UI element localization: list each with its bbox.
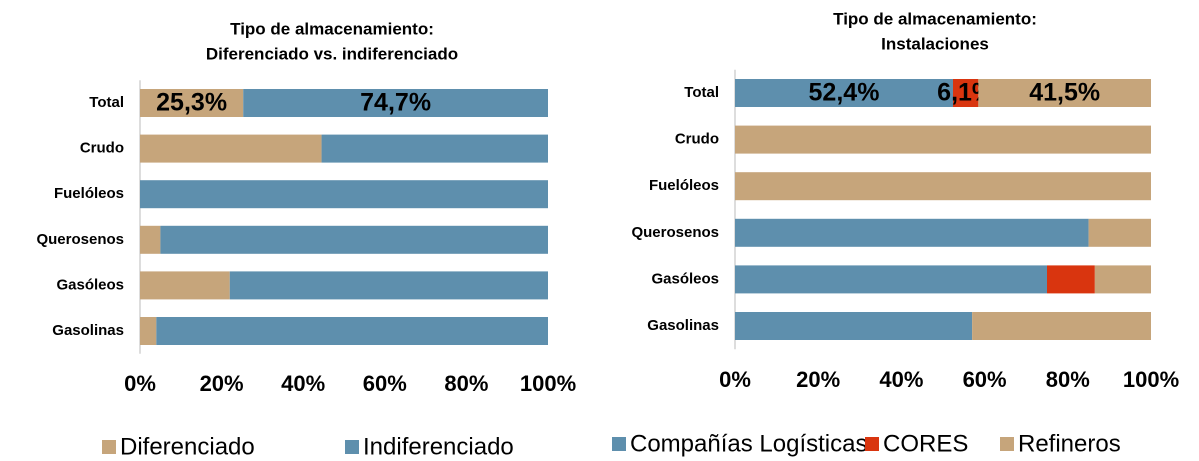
chart-title: Instalaciones [881, 34, 989, 53]
x-tick-label: 100% [1123, 367, 1179, 392]
bar-segment [735, 172, 1151, 201]
y-tick-label: Gasolinas [52, 322, 124, 339]
bar-segment [1094, 265, 1151, 294]
bar-segment [978, 79, 1151, 107]
data-label: 41,5% [1029, 79, 1100, 107]
x-tick-label: 40% [281, 371, 325, 396]
bar-segment [1088, 218, 1151, 247]
bar-segment [140, 134, 322, 163]
x-tick-label: 80% [444, 371, 488, 396]
bar-segment [1047, 265, 1095, 294]
x-tick-label: 40% [879, 367, 923, 392]
y-tick-label: Crudo [80, 140, 124, 157]
y-tick-label: Querosenos [631, 224, 719, 241]
x-tick-label: 100% [520, 371, 576, 396]
bar-segment [735, 265, 1047, 294]
y-tick-label: Fuelóleos [54, 185, 124, 202]
data-label: 74,7% [360, 89, 431, 117]
data-label: 25,3% [156, 89, 227, 117]
y-tick-label: Fuelóleos [649, 177, 719, 194]
legend-swatch [1000, 437, 1014, 451]
chart-title: Tipo de almacenamiento: [833, 9, 1037, 28]
bar-segment [140, 271, 230, 300]
y-tick-label: Gasóleos [651, 270, 719, 287]
bar-segment [156, 317, 548, 345]
x-tick-label: 20% [200, 371, 244, 396]
legend-swatch [612, 437, 626, 451]
bar-segment [952, 79, 979, 107]
bar-segment [140, 317, 157, 345]
bar-segment [140, 180, 548, 209]
y-tick-label: Gasóleos [56, 276, 124, 293]
chart-title: Tipo de almacenamiento: [230, 19, 434, 38]
chart-title: Diferenciado vs. indiferenciado [206, 44, 458, 63]
bar-segment [140, 225, 161, 254]
x-tick-label: 0% [124, 371, 156, 396]
legend-label: Refineros [1018, 430, 1121, 457]
legend-label: Compañías Logísticas [630, 430, 867, 457]
bar-segment [735, 218, 1089, 247]
bar-segment [321, 134, 548, 163]
legend-label: Diferenciado [120, 433, 255, 460]
legend-swatch [865, 437, 879, 451]
bar-segment [243, 89, 548, 117]
y-tick-label: Total [684, 84, 719, 101]
y-tick-label: Gasolinas [647, 317, 719, 334]
x-tick-label: 0% [719, 367, 751, 392]
bar-segment [229, 271, 548, 300]
x-tick-label: 20% [796, 367, 840, 392]
x-tick-label: 80% [1046, 367, 1090, 392]
bar-segment [972, 312, 1151, 340]
bar-segment [160, 225, 548, 254]
y-tick-label: Querosenos [36, 231, 124, 248]
data-label: 52,4% [809, 79, 880, 107]
x-tick-label: 60% [963, 367, 1007, 392]
x-tick-label: 60% [363, 371, 407, 396]
legend-label: CORES [883, 430, 968, 457]
bar-segment [735, 312, 973, 340]
legend-label: Indiferenciado [363, 433, 514, 460]
bar-segment [735, 79, 953, 107]
legend-swatch [102, 440, 116, 454]
bar-segment [735, 125, 1151, 154]
y-tick-label: Crudo [675, 131, 719, 148]
legend-swatch [345, 440, 359, 454]
y-tick-label: Total [89, 94, 124, 111]
bar-segment [140, 89, 244, 117]
